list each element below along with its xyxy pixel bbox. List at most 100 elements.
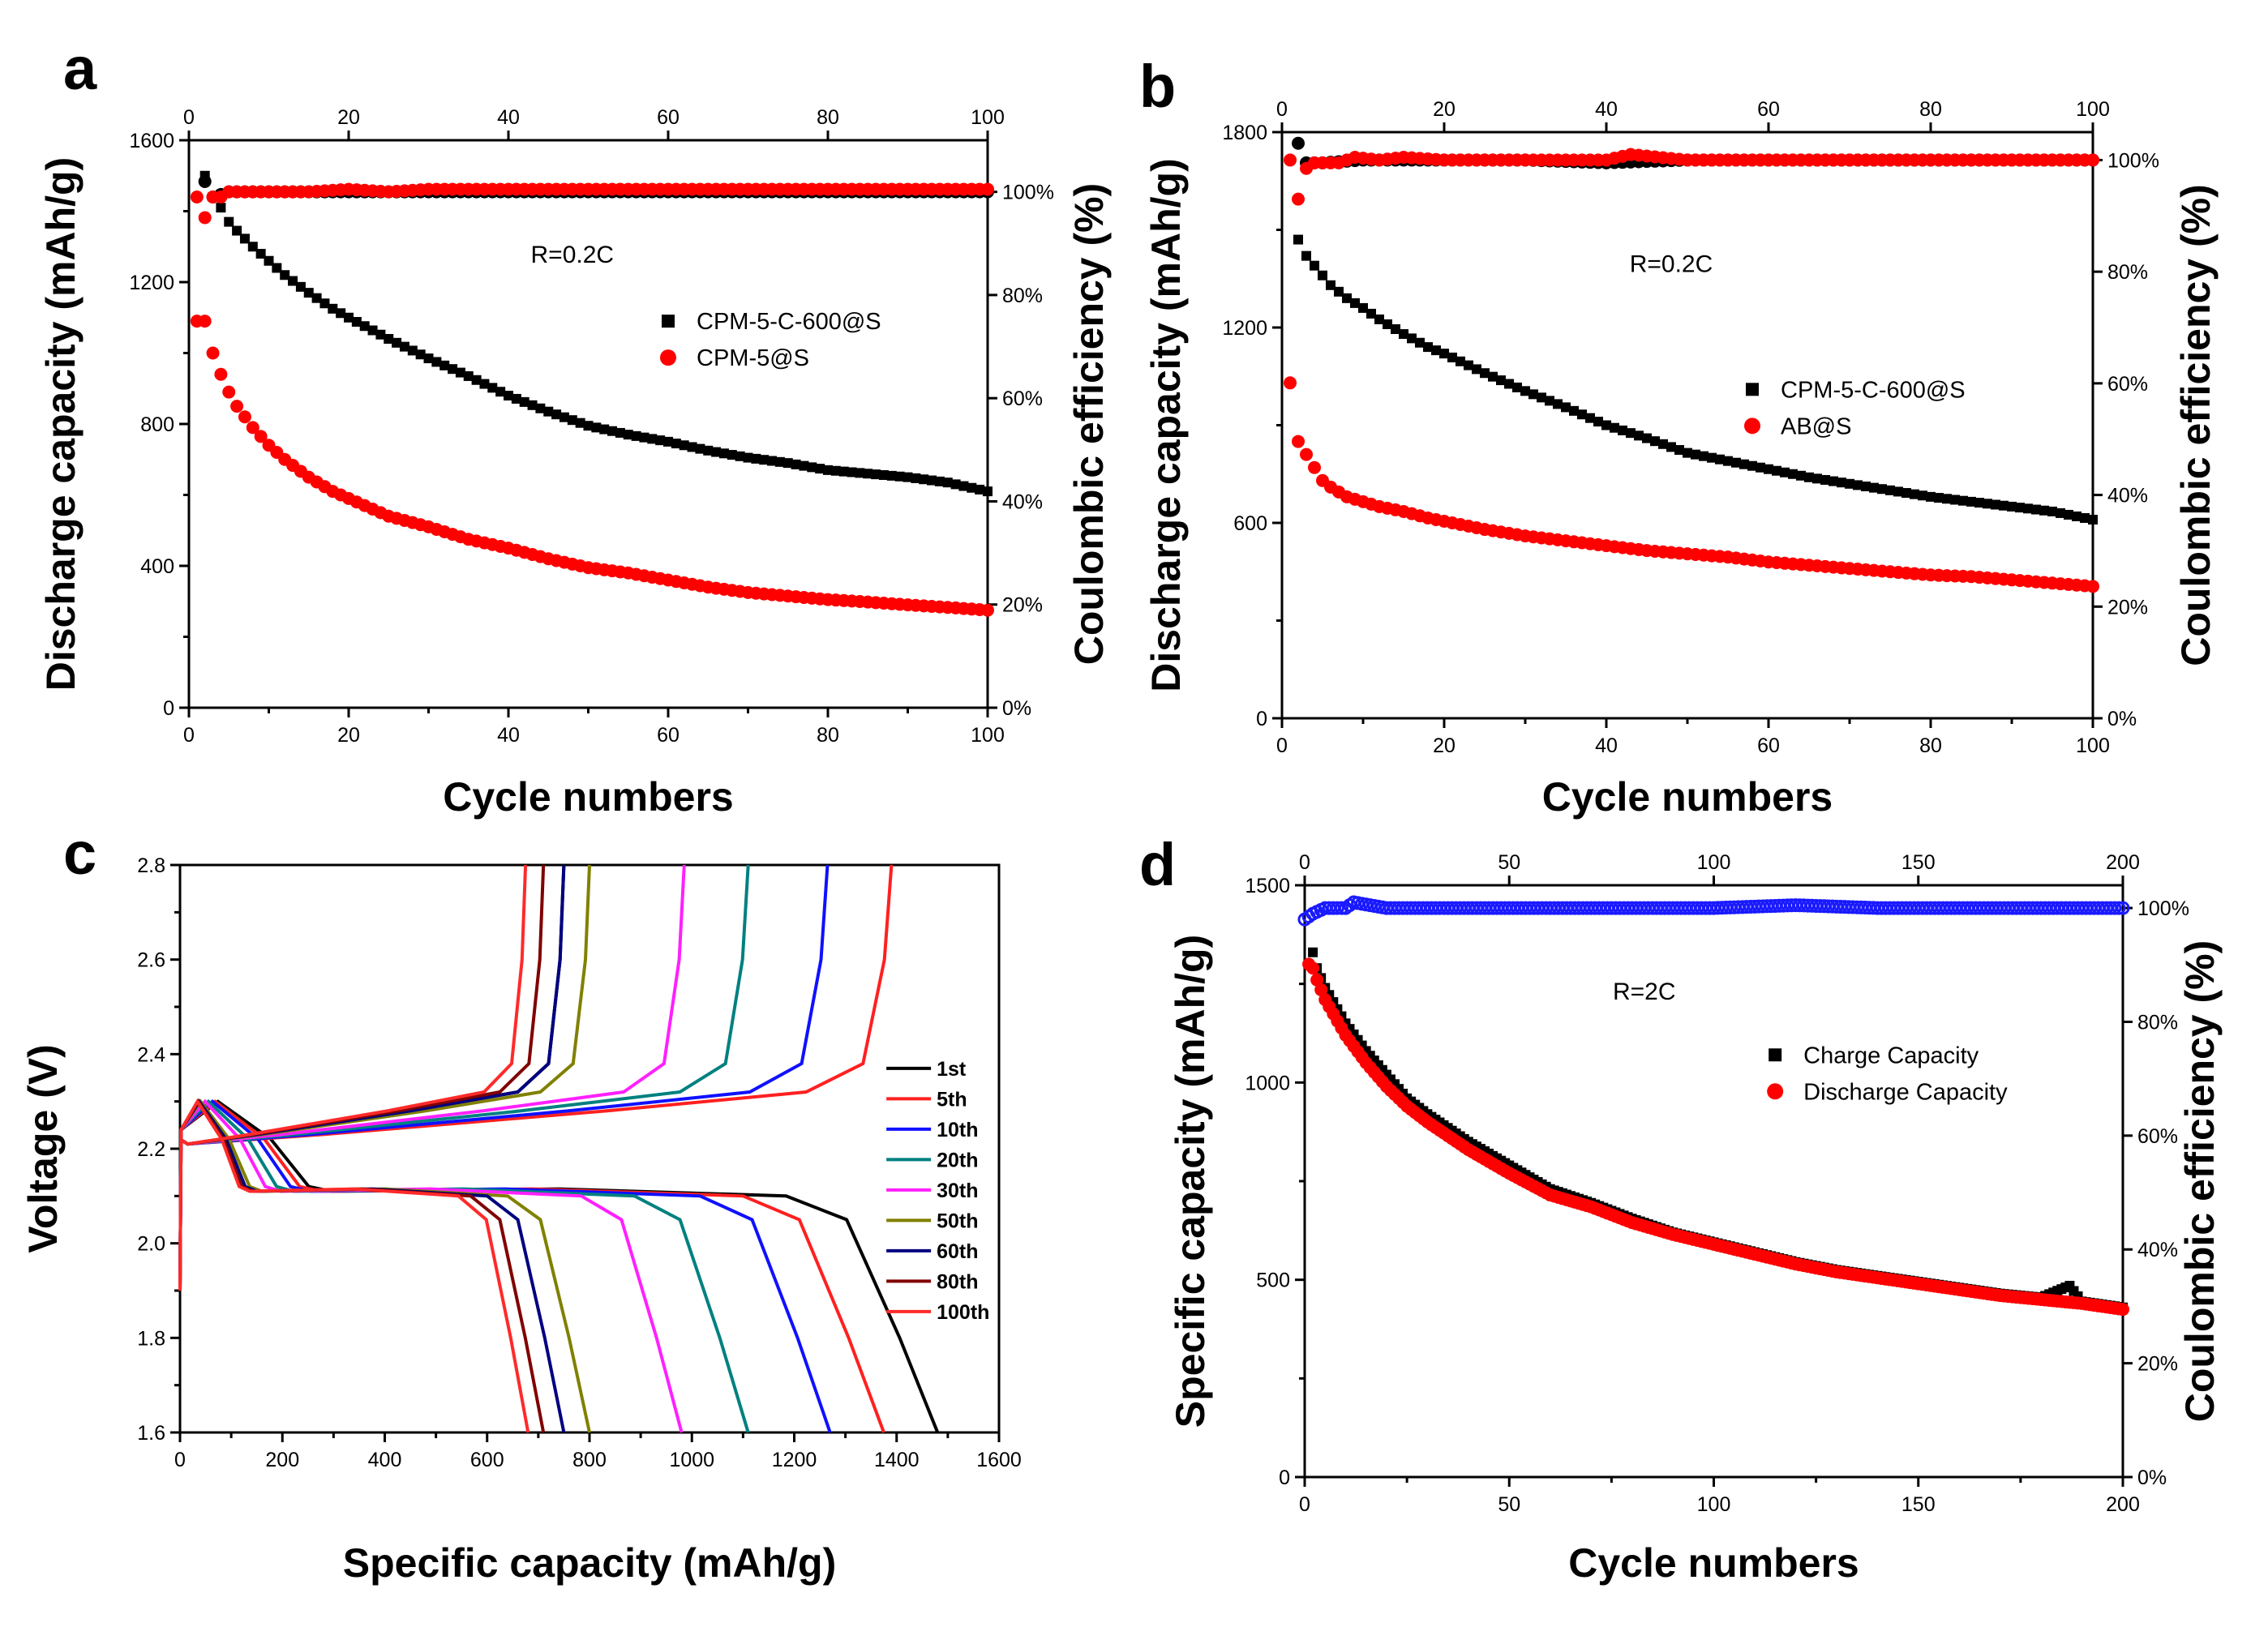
data-point	[471, 375, 482, 385]
y2-tick-label: 40%	[1002, 490, 1043, 513]
plot-frame	[1303, 884, 2124, 1479]
data-point	[718, 448, 729, 459]
data-point	[222, 385, 236, 399]
data-point	[1626, 428, 1636, 439]
y-tick-label: 1200	[129, 272, 174, 294]
x-tick-label: 40	[497, 724, 520, 747]
data-point	[1284, 376, 1297, 390]
data-point	[878, 470, 889, 480]
y-tick-label: 1800	[1222, 122, 1267, 144]
data-point	[950, 479, 961, 490]
data-point	[288, 276, 298, 286]
data-point	[232, 225, 242, 236]
y-tick-label: 1500	[1245, 875, 1290, 897]
x-tick-label: 600	[470, 1449, 504, 1471]
data-point	[280, 270, 290, 280]
y2-tick-label: 100%	[2107, 149, 2159, 172]
data-point	[1407, 333, 1417, 344]
data-point	[1764, 464, 1773, 474]
data-point	[2116, 1303, 2129, 1317]
panel-label: d	[1139, 831, 1176, 898]
top-x-tick-label: 20	[337, 106, 360, 129]
x-tick-label: 1600	[976, 1449, 1022, 1471]
data-point	[1300, 447, 1313, 461]
top-x-tick-label: 40	[1595, 98, 1618, 121]
series-ab-s	[1284, 376, 2099, 593]
data-point	[190, 191, 204, 203]
data-point	[1715, 454, 1725, 465]
x-tick-label: 80	[817, 724, 839, 747]
curve-100th	[178, 864, 530, 1433]
data-point	[1342, 293, 1352, 303]
data-point	[1683, 447, 1692, 458]
data-point	[871, 469, 881, 480]
data-point	[1391, 324, 1400, 335]
y-tick-label: 2.2	[137, 1138, 165, 1161]
panel-a: a 0 20 40 60 80 100 0 20 40 60 80 100 0 400 800 1200 1600…	[38, 35, 1112, 820]
data-point	[1739, 459, 1749, 469]
data-point	[1983, 499, 1992, 509]
data-point	[2088, 514, 2098, 525]
x-tick-label: 0	[183, 724, 195, 747]
data-point	[1292, 192, 1305, 206]
data-point	[830, 465, 841, 476]
data-point	[2112, 901, 2126, 915]
panel-c: c 0 200 400 600 800 1000 1200 1400 1600 1.6 1.8 2.0 2…	[20, 820, 1022, 1586]
discharge-curve	[178, 1099, 885, 1433]
data-point	[1472, 364, 1481, 375]
data-point	[1910, 489, 1919, 499]
data-point	[1642, 433, 1652, 443]
x-tick-label: 20	[1433, 734, 1456, 757]
x-tick-label: 1400	[874, 1449, 920, 1471]
x-tick-label: 50	[1498, 1493, 1520, 1516]
data-point	[599, 424, 610, 435]
data-point	[1804, 472, 1814, 482]
data-point	[1593, 417, 1603, 427]
y-axis-title: Specific capacity (mAh/g)	[1168, 935, 1213, 1428]
x-tick-label: 0	[174, 1449, 186, 1471]
data-point	[1788, 469, 1798, 479]
legend-label: CPM-5-C-600@S	[1781, 377, 1966, 403]
data-point	[2023, 503, 2033, 514]
plot-frame	[1280, 131, 2094, 720]
data-point	[504, 391, 513, 400]
data-point	[2047, 506, 2057, 516]
data-point	[2116, 901, 2130, 915]
data-point	[743, 452, 753, 463]
data-point	[543, 406, 554, 417]
top-x-tick-label: 0	[1276, 98, 1288, 121]
data-point	[1310, 260, 1319, 271]
y-tick-label: 1.8	[137, 1327, 165, 1350]
series-ab-s-ce	[1284, 148, 2099, 206]
data-point	[495, 387, 506, 397]
data-point	[607, 426, 618, 436]
x-tick-label: 200	[265, 1449, 299, 1471]
data-point	[415, 349, 426, 360]
x-tick-label: 1000	[669, 1449, 714, 1471]
data-point	[647, 434, 658, 444]
y2-tick-label: 40%	[2137, 1239, 2178, 1261]
data-point	[2039, 505, 2049, 516]
data-point	[224, 216, 234, 227]
top-x-tick-label: 150	[1901, 851, 1936, 874]
discharge-curve	[178, 1099, 940, 1433]
data-point	[511, 393, 521, 404]
x-tick-label: 0	[1276, 734, 1288, 757]
top-x-tick-label: 0	[183, 106, 195, 129]
data-point	[359, 321, 370, 332]
top-x-tick-label: 0	[1299, 851, 1310, 874]
data-point	[1488, 371, 1498, 382]
y-tick-label: 2.8	[137, 854, 165, 877]
data-point	[1934, 493, 1944, 503]
data-point	[351, 317, 362, 327]
data-point	[2107, 901, 2122, 915]
data-point	[1618, 425, 1627, 435]
legend-label: 20th	[937, 1149, 978, 1171]
y-tick-label: 1.6	[137, 1422, 165, 1445]
data-point	[902, 472, 913, 482]
data-point	[615, 427, 625, 438]
data-point	[1292, 435, 1305, 448]
y-axis-title: Discharge capacity (mAh/g)	[38, 157, 84, 692]
top-x-tick-label: 80	[817, 106, 839, 129]
